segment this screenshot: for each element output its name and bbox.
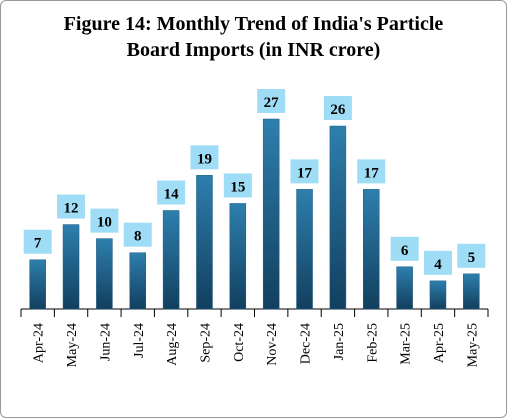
data-label: 19 xyxy=(197,151,212,167)
data-label: 15 xyxy=(230,179,245,195)
data-label-box xyxy=(390,236,419,261)
data-label: 14 xyxy=(164,186,180,202)
data-label: 6 xyxy=(401,243,409,259)
x-tick-label: May-24 xyxy=(65,323,80,367)
x-tick-label: Apr-25 xyxy=(432,323,447,363)
data-label: 8 xyxy=(134,229,142,245)
x-tick-label: Jul-24 xyxy=(132,323,147,358)
x-tick-label: Oct-24 xyxy=(232,323,247,362)
x-tick-label: Sep-24 xyxy=(198,323,213,363)
bar xyxy=(262,118,280,310)
data-label-box xyxy=(423,250,452,275)
bar xyxy=(329,125,347,310)
bar xyxy=(396,266,413,310)
data-label-box xyxy=(190,145,219,170)
data-label-box xyxy=(90,208,119,233)
data-label-box xyxy=(57,194,86,219)
x-tick-label: Dec-24 xyxy=(299,323,314,364)
data-label-box xyxy=(23,229,52,254)
bar xyxy=(29,259,46,310)
x-tick-label: Jan-25 xyxy=(332,323,347,360)
data-label: 26 xyxy=(330,102,346,118)
data-label-box xyxy=(357,159,386,184)
bar xyxy=(363,189,380,310)
chart-title: Figure 14: Monthly Trend of India's Part… xyxy=(63,13,444,61)
data-label-box xyxy=(257,89,286,113)
data-label: 12 xyxy=(64,201,79,217)
x-tick-label: Feb-25 xyxy=(365,323,380,363)
data-label-box xyxy=(223,173,252,198)
bar xyxy=(296,189,313,310)
bar xyxy=(229,203,247,310)
data-label: 4 xyxy=(434,257,442,273)
data-label-box xyxy=(323,96,352,121)
bar xyxy=(129,252,146,310)
data-label: 27 xyxy=(264,95,280,111)
data-label: 7 xyxy=(34,236,42,252)
data-label-box xyxy=(157,180,186,205)
x-tick-label: Mar-25 xyxy=(399,323,414,365)
x-tick-label: Aug-24 xyxy=(165,323,180,366)
bar xyxy=(463,273,480,310)
bar xyxy=(96,238,113,310)
bar xyxy=(62,224,80,310)
x-tick-label: Apr-24 xyxy=(32,323,47,363)
data-label: 17 xyxy=(364,165,380,181)
data-label-box xyxy=(290,159,319,184)
bar xyxy=(429,280,447,310)
x-tick-label: May-25 xyxy=(465,323,480,367)
data-label: 10 xyxy=(97,215,112,231)
bar xyxy=(196,175,213,310)
bar xyxy=(162,210,180,310)
x-tick-label: Jun-24 xyxy=(98,323,113,361)
data-label: 17 xyxy=(297,165,313,181)
data-label-box xyxy=(123,222,152,247)
data-label-box xyxy=(457,243,486,268)
data-label: 5 xyxy=(468,250,476,266)
x-tick-label: Nov-24 xyxy=(265,323,280,366)
